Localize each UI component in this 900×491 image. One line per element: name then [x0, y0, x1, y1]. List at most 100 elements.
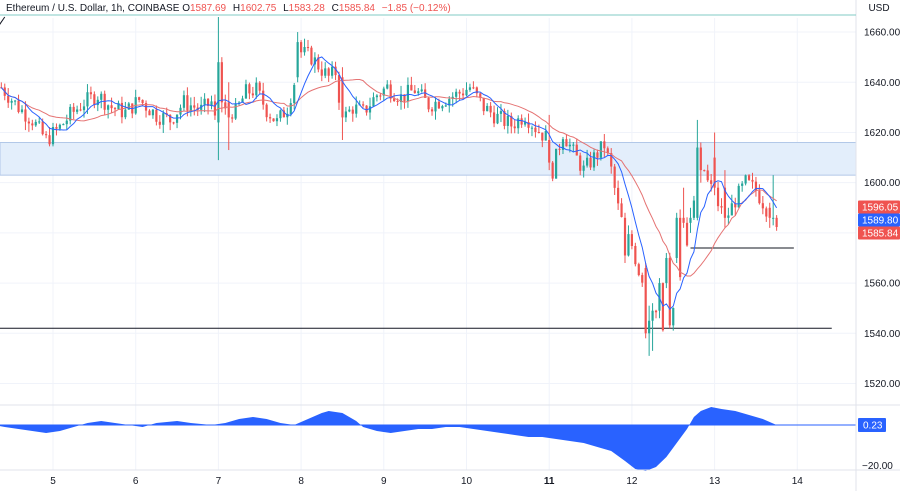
candle: [144, 100, 148, 118]
y-tick-label: 1640.00: [864, 78, 900, 89]
candle-body: [575, 144, 578, 156]
candle: [461, 88, 465, 100]
candle-body: [517, 118, 520, 129]
candle-body: [255, 82, 258, 96]
candle: [251, 86, 254, 99]
candle: [148, 109, 151, 116]
candle: [434, 97, 437, 120]
candle: [654, 309, 658, 319]
oscillator-value-label: 0.23: [858, 418, 886, 432]
candle: [510, 112, 513, 134]
candle-body: [520, 118, 523, 125]
candle-body: [258, 82, 261, 91]
candle: [24, 101, 27, 131]
candle: [279, 109, 282, 122]
candle: [72, 103, 75, 120]
currency-label[interactable]: USD: [858, 0, 900, 18]
time-axis: 5 6 7 8 9 10 11 12 13 14: [0, 469, 900, 487]
candle-body: [193, 105, 196, 108]
candle-body: [27, 121, 30, 124]
candle-body: [158, 121, 161, 125]
candle: [406, 77, 410, 108]
candle: [741, 181, 744, 192]
candle: [317, 54, 320, 73]
candle-body: [69, 106, 72, 121]
candle-body: [334, 66, 337, 76]
x-tick-label: 9: [381, 476, 387, 487]
candle: [193, 96, 196, 116]
candle-body: [375, 95, 379, 98]
candle: [344, 106, 347, 123]
candle-body: [699, 147, 702, 171]
candle-body: [606, 148, 609, 154]
candle-body: [306, 47, 310, 49]
candle: [17, 94, 20, 114]
candle-body: [182, 95, 186, 108]
candle-body: [682, 217, 685, 223]
candle: [765, 206, 768, 222]
candle: [468, 83, 472, 92]
candle: [141, 99, 144, 107]
candle-body: [76, 109, 79, 112]
candle-body: [138, 97, 141, 100]
candle-body: [568, 144, 571, 147]
candle-body: [703, 170, 706, 172]
candle: [362, 101, 365, 108]
candle-body: [537, 132, 540, 134]
candle: [679, 209, 682, 281]
oscillator-value-text: 0.23: [863, 421, 883, 432]
candle: [558, 143, 561, 156]
candle-body: [399, 94, 403, 103]
candle-body: [592, 152, 596, 168]
candle-body: [713, 157, 716, 188]
candle-body: [579, 155, 582, 171]
candle-body: [344, 111, 347, 118]
candle: [455, 88, 458, 104]
candle: [689, 207, 692, 233]
candle: [734, 197, 737, 216]
candle-body: [368, 106, 372, 113]
candle: [430, 107, 434, 116]
candle: [758, 184, 761, 205]
candle-body: [317, 57, 320, 70]
candle-body: [244, 84, 248, 99]
candle-body: [396, 101, 399, 103]
candle-body: [272, 118, 275, 122]
candle: [420, 84, 423, 93]
candle-body: [58, 124, 61, 129]
candle-body: [413, 90, 416, 94]
candle: [489, 102, 492, 118]
candle: [65, 114, 68, 130]
candle: [189, 97, 192, 117]
oscillator-axis: 0.23 −20.00: [858, 418, 893, 472]
candle-body: [175, 114, 179, 123]
change-value: −1.85 (−0.12%): [381, 3, 451, 14]
candle-body: [162, 113, 165, 125]
high-value: 1602.75: [240, 3, 277, 14]
candle-body: [675, 217, 678, 258]
resistance-zone: [0, 142, 857, 176]
candle: [375, 94, 379, 102]
candle: [324, 62, 327, 79]
last-price-label-bg: [858, 200, 900, 214]
candle: [579, 152, 582, 176]
trend-line[interactable]: [0, 16, 6, 47]
candle-body: [434, 101, 437, 112]
candle: [45, 131, 48, 139]
candle-body: [689, 217, 692, 223]
candle-body: [120, 102, 124, 118]
candle: [482, 97, 485, 116]
x-tick-label: 13: [709, 476, 721, 487]
candle: [100, 91, 103, 109]
candle-body: [696, 147, 699, 218]
candle: [696, 119, 699, 221]
candle: [410, 76, 413, 91]
candle-body: [582, 165, 585, 171]
candle-body: [89, 92, 93, 95]
candle-body: [734, 203, 737, 208]
candle: [124, 101, 127, 120]
candle-body: [589, 157, 592, 168]
candle-body: [96, 99, 99, 106]
candle: [699, 142, 702, 183]
